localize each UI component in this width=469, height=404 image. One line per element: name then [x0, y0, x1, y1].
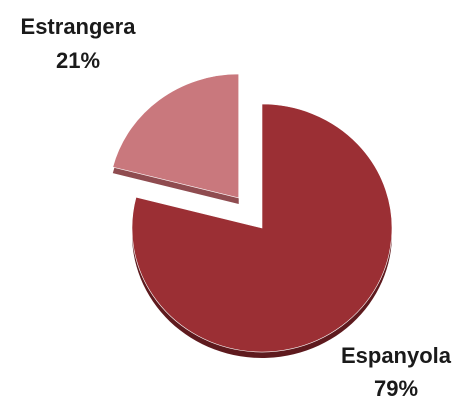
label-name-estrangera: Estrangera [21, 14, 137, 39]
pie-slice-espanyola [131, 103, 393, 353]
label-name-espanyola: Espanyola [341, 343, 452, 368]
pie-slices [112, 73, 393, 358]
label-value-espanyola: 79% [374, 376, 418, 401]
label-value-estrangera: 21% [56, 48, 100, 73]
pie-slice-estrangera [112, 73, 240, 199]
